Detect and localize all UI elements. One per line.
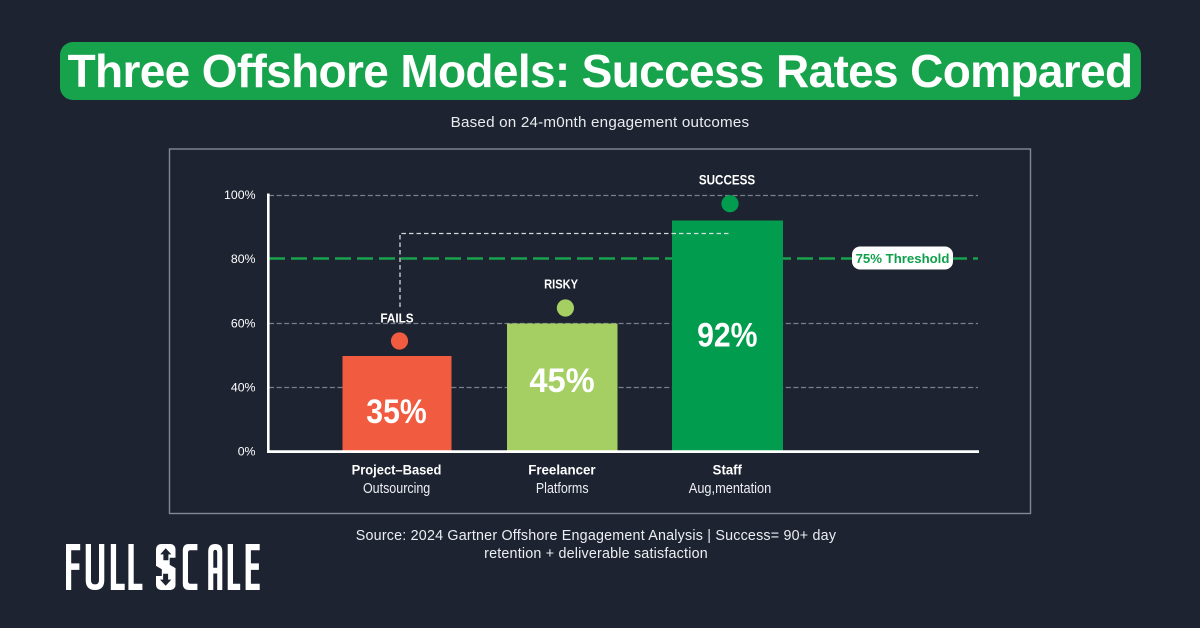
svg-text:80%: 80% xyxy=(231,252,256,266)
svg-text:Outsourcing: Outsourcing xyxy=(363,480,430,496)
svg-text:Aug,mentation: Aug,mentation xyxy=(689,480,771,496)
svg-text:100%: 100% xyxy=(224,188,256,202)
svg-text:45%: 45% xyxy=(529,362,594,400)
svg-text:Project–Based: Project–Based xyxy=(352,462,442,478)
svg-text:Freelancer: Freelancer xyxy=(528,462,596,477)
svg-text:SUCCESS: SUCCESS xyxy=(699,173,755,188)
svg-text:Platforms: Platforms xyxy=(536,480,589,496)
svg-text:FAILS: FAILS xyxy=(380,311,413,326)
svg-text:75% Threshold: 75% Threshold xyxy=(856,251,950,266)
svg-text:Staff: Staff xyxy=(713,462,743,477)
svg-text:92%: 92% xyxy=(697,316,757,354)
svg-text:40%: 40% xyxy=(231,381,256,395)
svg-text:60%: 60% xyxy=(231,317,256,331)
svg-text:0%: 0% xyxy=(238,445,256,459)
svg-text:35%: 35% xyxy=(366,392,426,430)
svg-text:RISKY: RISKY xyxy=(544,277,578,292)
